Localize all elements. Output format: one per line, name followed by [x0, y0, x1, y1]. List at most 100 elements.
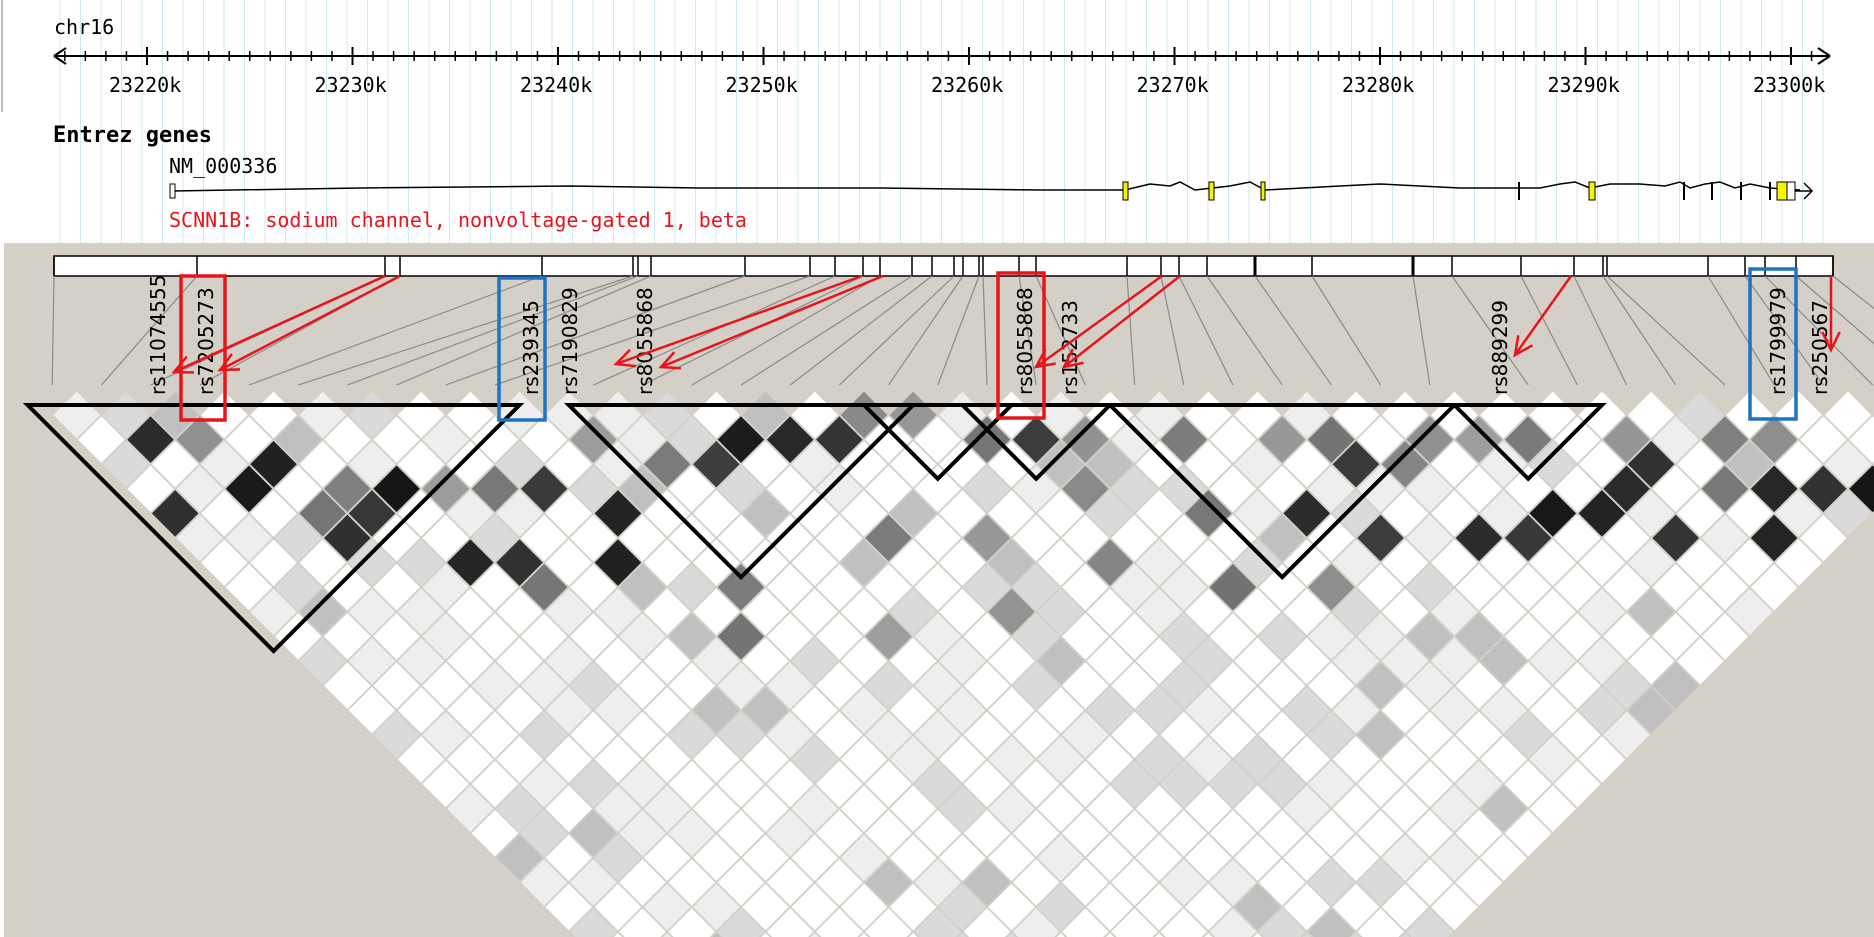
- ruler-tick-label: 23300k: [1753, 73, 1825, 97]
- red-arrow-head-icon: [171, 355, 195, 374]
- ld-cell: [709, 930, 724, 937]
- haplotype-block: [1105, 403, 1460, 581]
- annotation-arrows: [171, 274, 1841, 374]
- snp-label: rs7205273: [194, 287, 218, 395]
- haplotype-blocks: [22, 403, 1607, 654]
- red-arrow-head-icon: [1821, 331, 1841, 353]
- ld-cell: [1054, 930, 1068, 937]
- marker-connector: [1573, 275, 1628, 386]
- ld-cell: [660, 930, 674, 937]
- ld-cell: [1349, 930, 1363, 937]
- ld-cell: [1300, 930, 1314, 937]
- ruler-right-arrow: [1817, 47, 1831, 65]
- marker-connector: [789, 275, 933, 386]
- exon: [1260, 181, 1266, 201]
- gene-accession: NM_000336: [169, 154, 277, 178]
- haplotype-block: [859, 403, 1017, 482]
- track-title: Entrez genes: [53, 123, 212, 148]
- exon: [1776, 181, 1788, 201]
- ld-cell: [1398, 930, 1412, 937]
- marker-connector: [888, 275, 964, 386]
- ld-cell: [611, 930, 625, 937]
- haplotype-block: [22, 403, 525, 654]
- gene-end-marker: [1786, 181, 1796, 201]
- marker-connector: [982, 275, 988, 386]
- ruler-tick-label: 23250k: [726, 73, 798, 97]
- marker-connector: [1795, 275, 1874, 345]
- marker-connector: [1520, 275, 1578, 386]
- ruler-tick-label: 23290k: [1548, 73, 1620, 97]
- marker-connector: [740, 275, 913, 386]
- gene-intron-line: [171, 181, 1801, 192]
- marker-connector: [1311, 275, 1382, 386]
- red-arrow-icon: [1513, 275, 1573, 356]
- browser-gridlines: [1, 0, 1824, 243]
- marker-connector: [248, 275, 543, 386]
- snp-label: rs889299: [1488, 300, 1512, 395]
- red-arrow-head-icon: [613, 348, 637, 368]
- red-arrow-head-icon: [1061, 348, 1084, 369]
- ld-cell: [1103, 930, 1117, 937]
- snp-label: rs8055868: [633, 287, 657, 395]
- marker-connector: [838, 275, 955, 386]
- haplotype-block: [563, 403, 919, 581]
- marker-connector: [494, 275, 811, 386]
- red-arrow-icon: [1035, 274, 1163, 369]
- marker-connector: [1744, 275, 1824, 386]
- marker-connector: [1126, 275, 1136, 386]
- marker-connector: [445, 275, 746, 386]
- marker-connector: [396, 275, 652, 386]
- ld-cell: [1201, 930, 1216, 937]
- snp-label: rs239345: [519, 300, 543, 395]
- gene-description: SCNN1B: sodium channel, nonvoltage-gated…: [169, 208, 747, 232]
- marker-connector: [1606, 275, 1726, 386]
- marker-connector: [347, 275, 639, 386]
- ruler-tick-label: 23240k: [520, 73, 592, 97]
- ruler-left-arrow: [53, 47, 67, 65]
- marker-connector: [51, 275, 55, 386]
- snp-label: rs250567: [1808, 300, 1832, 395]
- ruler-tick-label: 23220k: [109, 73, 181, 97]
- ld-cell: [906, 930, 920, 937]
- gene-strand-arrow: [1795, 182, 1814, 200]
- marker-connector: [1707, 275, 1775, 386]
- ruler-tick-label: 23260k: [931, 73, 1003, 97]
- red-arrow-icon: [1063, 275, 1181, 368]
- snp-label: rs7190829: [558, 287, 582, 395]
- exon: [1208, 181, 1215, 201]
- marker-connector: [1451, 275, 1529, 386]
- genomic-ruler: 23220k 23230k 23240k 23250k 23260k 23270k 2328…: [53, 47, 1831, 97]
- red-arrow-head-icon: [217, 353, 241, 372]
- marker-connector: [1206, 275, 1283, 386]
- snp-label: rs11074555: [146, 275, 170, 395]
- marker-connector: [298, 275, 634, 386]
- highlight-box: [1748, 267, 1798, 421]
- red-arrow-head-icon: [1513, 335, 1534, 358]
- chromosome-label: chr16: [54, 15, 114, 39]
- marker-connector: [1412, 275, 1431, 386]
- marker-connector: [1602, 275, 1677, 386]
- ruler-tick-label: 23230k: [315, 73, 387, 97]
- marker-connector: [1254, 275, 1332, 386]
- marker-connector: [691, 275, 881, 386]
- marker-connector: [1764, 275, 1874, 386]
- ld-cell: [1250, 930, 1265, 937]
- red-arrow-head-icon: [1033, 348, 1056, 369]
- marker-connector: [1832, 275, 1874, 310]
- ruler-tick-label: 23280k: [1342, 73, 1414, 97]
- ld-cell: [857, 930, 871, 937]
- highlight-box: [996, 271, 1046, 420]
- haplotype-block: [957, 403, 1115, 482]
- ld-cell: [758, 930, 773, 937]
- marker-connector: [937, 275, 980, 386]
- red-arrow-icon: [615, 274, 863, 366]
- ld-heatmap: [50, 389, 1874, 937]
- ld-cell: [1846, 462, 1874, 515]
- snp-label: rs8055868: [1013, 287, 1037, 395]
- exon: [1588, 181, 1596, 201]
- highlight-box: [497, 276, 547, 422]
- haplotype-block: [1449, 403, 1607, 482]
- marker-connector: [1018, 275, 1037, 386]
- marker-connector: [1178, 275, 1234, 386]
